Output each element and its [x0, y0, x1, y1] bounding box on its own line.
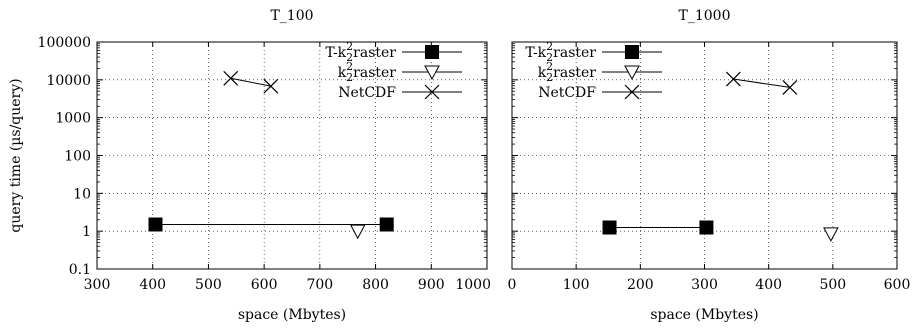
data-point-t-k2raster [699, 221, 713, 235]
plot-frame [97, 42, 487, 269]
y-tick-label: 1 [82, 224, 91, 240]
y-tick-label: 1000 [55, 111, 91, 127]
y-tick-label: 10 [73, 186, 91, 202]
chart-title: T_1000 [679, 8, 731, 24]
x-tick-label: 600 [884, 277, 911, 293]
x-tick-label: 400 [139, 277, 166, 293]
x-tick-label: 300 [691, 277, 718, 293]
x-tick-label: 500 [819, 277, 846, 293]
data-point-t-k2raster [603, 221, 617, 235]
x-axis-label: space (Mbytes) [650, 307, 758, 323]
legend-marker [625, 45, 639, 59]
chart-panel-t1000: 0 100 200 300 400 500 600 T_1000 space (Mbytes… [508, 8, 911, 323]
data-point-k2raster [351, 225, 365, 238]
x-tick-label: 900 [418, 277, 445, 293]
data-point-netcdf [224, 71, 238, 85]
x-tick-label: 0 [508, 277, 517, 293]
x-tick-label: 200 [627, 277, 654, 293]
x-tick-label: 600 [251, 277, 278, 293]
x-tick-label: 400 [755, 277, 782, 293]
data-point-netcdf [726, 72, 740, 86]
legend-label: T-k2 2raster [325, 40, 396, 64]
legend-label: k2 2raster [538, 60, 597, 84]
x-tick-label: 1000 [455, 277, 491, 293]
data-point-t-k2raster [380, 218, 394, 232]
x-tick-label: 100 [563, 277, 590, 293]
data-point-netcdf [783, 80, 797, 94]
chart-panel-t100: 300 400 500 600 700 800 900 1000 0.1 1 10 100 1000 10… [8, 8, 491, 323]
legend-label: T-k2 2raster [525, 40, 596, 64]
x-tick-label: 500 [195, 277, 222, 293]
x-axis-label: space (Mbytes) [238, 307, 346, 323]
legend-label: NetCDF [338, 85, 396, 101]
x-tick-label: 700 [306, 277, 333, 293]
y-tick-label: 10000 [46, 73, 91, 89]
legend-label: NetCDF [538, 85, 596, 101]
legend-label: k2 2raster [338, 60, 397, 84]
data-point-t-k2raster [149, 218, 163, 232]
x-tick-label: 300 [84, 277, 111, 293]
y-tick-label: 100000 [38, 35, 91, 51]
y-axis-label: query time (µs/query) [8, 78, 24, 232]
x-tick-label: 800 [362, 277, 389, 293]
legend-marker [425, 45, 439, 59]
series-line-netcdf [733, 79, 789, 87]
y-tick-label: 100 [64, 149, 91, 165]
data-point-k2raster [824, 228, 838, 241]
grid-lines [97, 42, 487, 269]
data-point-netcdf [264, 79, 278, 93]
y-tick-label: 0.1 [69, 262, 91, 278]
chart-title: T_100 [270, 8, 313, 24]
